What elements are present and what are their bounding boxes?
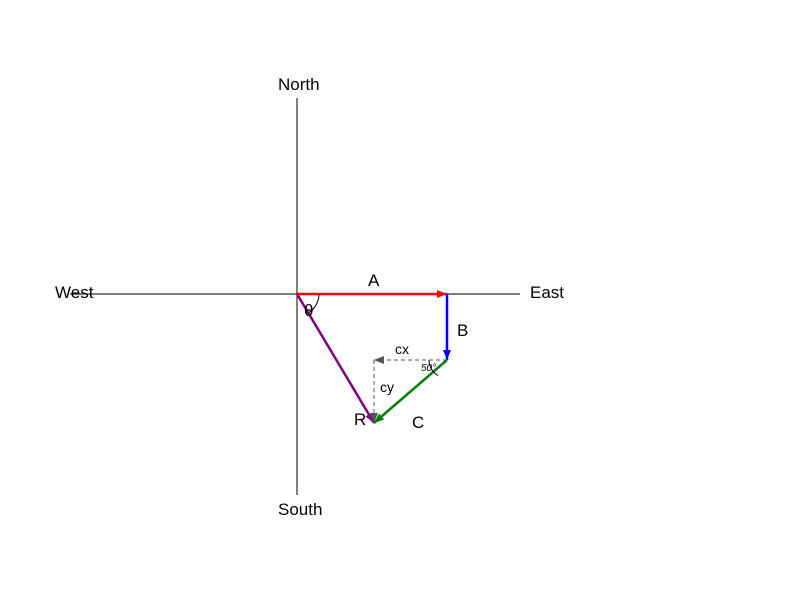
label-south: South bbox=[278, 500, 322, 519]
label-component-cy: cy bbox=[380, 379, 394, 395]
label-north: North bbox=[278, 75, 320, 94]
component-cx-arrow bbox=[374, 356, 384, 364]
vector-diagram: North South East West R A B Ccx cy θ 50° bbox=[0, 0, 800, 600]
label-vector-B: B bbox=[457, 321, 468, 340]
label-component-cx: cx bbox=[395, 341, 409, 357]
label-east: East bbox=[530, 283, 564, 302]
label-angle-c: 50° bbox=[421, 363, 436, 374]
vector-A-arrow bbox=[437, 290, 447, 298]
label-vector-A: A bbox=[368, 271, 380, 290]
label-west: West bbox=[55, 283, 94, 302]
label-vector-C: C bbox=[412, 413, 424, 432]
label-angle-theta: θ bbox=[304, 301, 313, 320]
label-vector-R: R bbox=[354, 410, 366, 429]
vector-B-arrow bbox=[443, 350, 451, 360]
